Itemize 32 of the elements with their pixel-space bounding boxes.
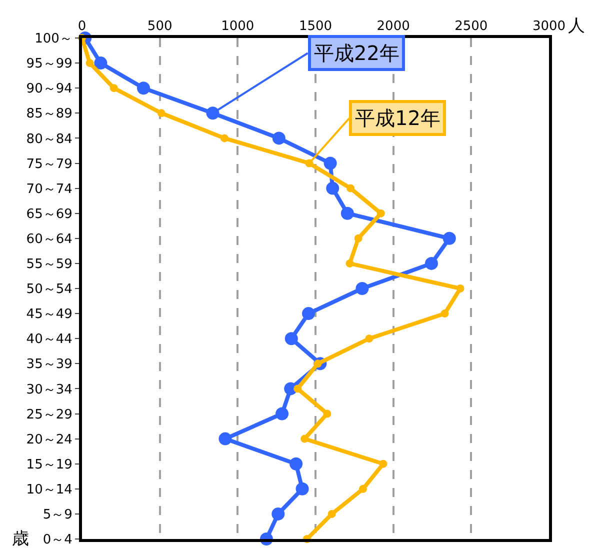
x-tick-label: 2500: [454, 18, 488, 34]
y-tick-label: 25～29: [26, 407, 72, 422]
x-tick-label: 1000: [221, 18, 254, 34]
x-tick-label: 1500: [298, 18, 332, 34]
y-tick-label: 5～9: [42, 508, 72, 522]
y-tick-label: 35～39: [26, 357, 72, 372]
y-tick-label: 55～59: [26, 257, 72, 272]
x-tick-label: 500: [147, 18, 172, 34]
y-tick-label: 0～4: [42, 532, 72, 548]
y-tick-label: 60～64: [26, 232, 72, 247]
y-tick-label: 10～14: [26, 482, 72, 498]
y-tick-label: 85～89: [26, 106, 72, 122]
x-tick-label: 2000: [376, 18, 410, 34]
y-tick-label: 90～94: [26, 82, 72, 97]
y-tick-label: 15～19: [26, 457, 72, 472]
y-tick-label: 95～99: [26, 56, 72, 72]
y-tick-label: 45～49: [26, 307, 72, 322]
text: 平成22年: [314, 41, 400, 65]
x-axis-title: 人: [568, 16, 585, 36]
y-tick-label: 65～69: [26, 206, 72, 222]
y-axis-title: 歳: [12, 529, 29, 549]
text: 平成12年: [355, 106, 440, 130]
y-tick-label: 100～: [34, 32, 72, 47]
y-tick-label: 40～44: [26, 332, 72, 348]
y-tick-label: 75～79: [26, 156, 72, 172]
y-tick-label: 30～34: [26, 382, 72, 398]
y-tick-label: 70～74: [26, 182, 72, 197]
x-tick-label: 3000: [532, 18, 566, 34]
y-tick-label: 50～54: [26, 282, 72, 298]
y-tick-label: 80～84: [26, 132, 72, 147]
x-tick-label: 0: [78, 18, 86, 34]
y-tick-label: 20～24: [26, 432, 72, 448]
